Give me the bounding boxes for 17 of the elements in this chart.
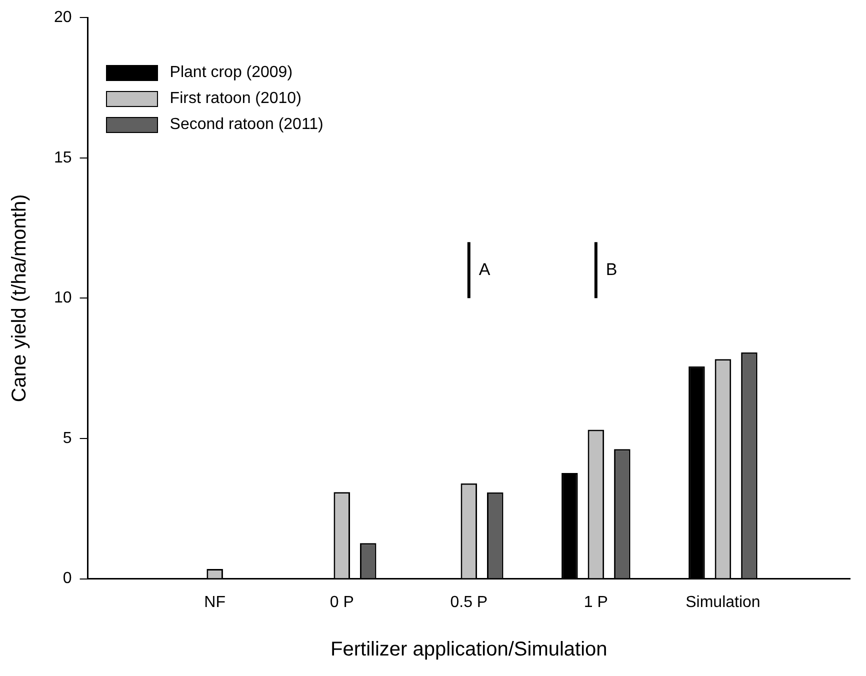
x-axis-title: Fertilizer application/Simulation (330, 638, 608, 661)
annotation: B (606, 260, 618, 279)
x-tick-label: 0 P (330, 594, 354, 611)
y-tick-label: 0 (62, 570, 72, 588)
x-tick-label: Simulation (686, 594, 760, 611)
y-axis-title: Cane yield (t/ha/month) (8, 194, 31, 402)
legend-label: First ratoon (2010) (170, 90, 302, 108)
legend-label: Plant crop (2009) (170, 64, 293, 82)
legend-label: Second ratoon (2011) (170, 116, 324, 134)
y-tick-label: 10 (54, 290, 72, 307)
x-tick-label: 0.5 P (450, 594, 488, 611)
x-tick-label: 1 P (584, 594, 608, 611)
annotation: A (478, 260, 491, 279)
x-tick-label: NF (204, 594, 226, 611)
y-tick-label: 5 (62, 430, 72, 447)
y-tick-label: 20 (54, 9, 72, 26)
y-tick-label: 15 (54, 149, 72, 166)
